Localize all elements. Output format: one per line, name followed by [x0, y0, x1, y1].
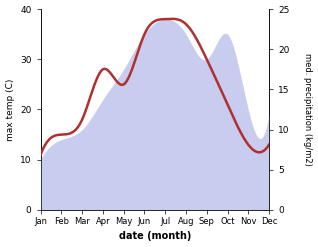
Y-axis label: med. precipitation (kg/m2): med. precipitation (kg/m2): [303, 53, 313, 166]
Y-axis label: max temp (C): max temp (C): [5, 78, 15, 141]
X-axis label: date (month): date (month): [119, 231, 191, 242]
